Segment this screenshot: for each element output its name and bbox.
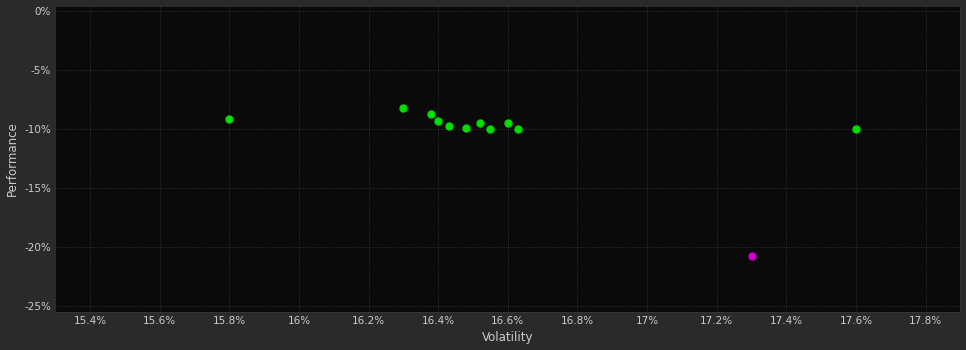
Point bbox=[744, 254, 759, 259]
Point bbox=[472, 120, 488, 126]
Point bbox=[440, 123, 456, 128]
Point bbox=[458, 125, 473, 131]
Y-axis label: Performance: Performance bbox=[6, 121, 18, 196]
Point bbox=[483, 126, 498, 132]
Point bbox=[431, 118, 446, 124]
Point bbox=[848, 126, 864, 132]
Point bbox=[396, 105, 412, 111]
Point bbox=[423, 111, 439, 117]
Point bbox=[221, 116, 237, 121]
Point bbox=[510, 126, 526, 132]
Point bbox=[500, 120, 516, 126]
X-axis label: Volatility: Volatility bbox=[482, 331, 533, 344]
